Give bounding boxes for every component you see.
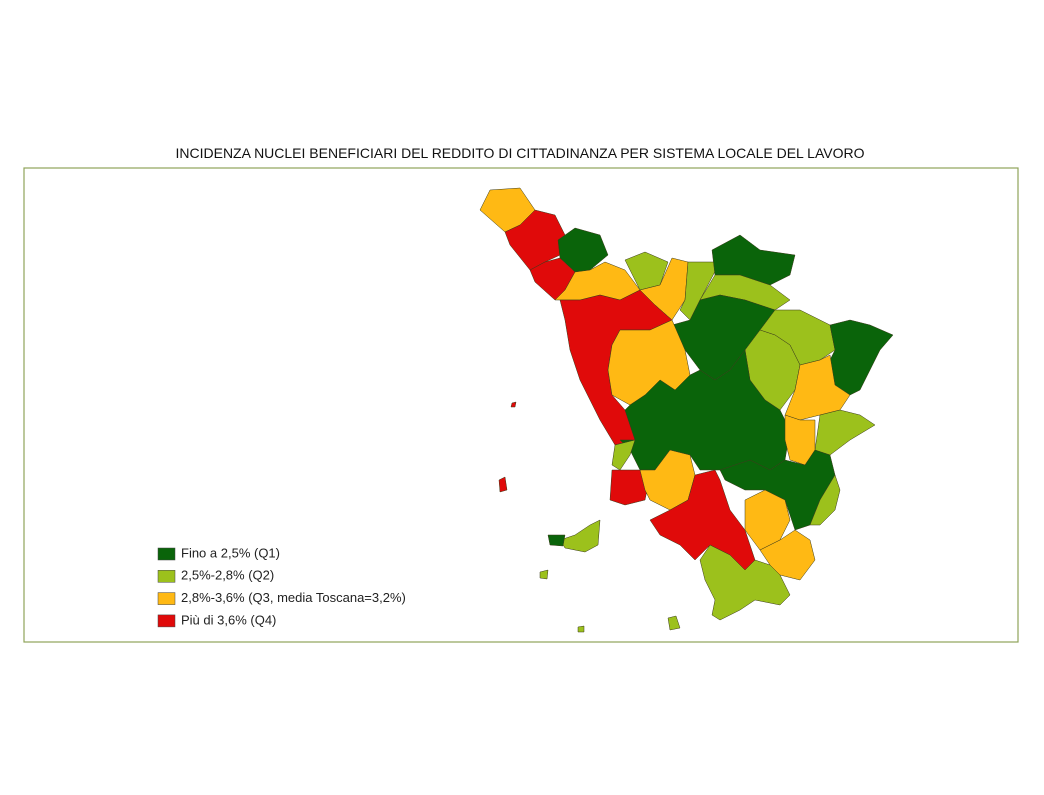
legend-label: 2,8%-3,6% (Q3, media Toscana=3,2%) (181, 590, 406, 605)
regions (479, 187, 894, 633)
region (667, 615, 681, 631)
legend-label: Fino a 2,5% (Q1) (181, 545, 280, 560)
legend-label: 2,5%-2,8% (Q2) (181, 568, 274, 583)
legend-swatch (157, 614, 176, 628)
region (498, 476, 508, 493)
region (809, 474, 841, 526)
region (624, 251, 669, 291)
map-frame (23, 167, 1019, 643)
legend-label: Più di 3,6% (Q4) (181, 612, 276, 627)
region (649, 469, 756, 571)
legend-swatch (157, 592, 176, 605)
region (814, 409, 876, 456)
region (829, 319, 894, 396)
region (699, 544, 791, 621)
legend-swatch (157, 547, 176, 561)
region (510, 401, 517, 408)
region (539, 569, 549, 580)
region (547, 534, 566, 547)
region (611, 439, 636, 471)
region (559, 519, 601, 553)
legend-swatch (157, 570, 176, 583)
legend: Fino a 2,5% (Q1) 2,5%-2,8% (Q2) 2,8%-3,6% … (157, 545, 406, 628)
map-title: INCIDENZA NUCLEI BENEFICIARI DEL REDDITO… (176, 145, 865, 161)
region (577, 625, 585, 633)
region (744, 489, 791, 551)
